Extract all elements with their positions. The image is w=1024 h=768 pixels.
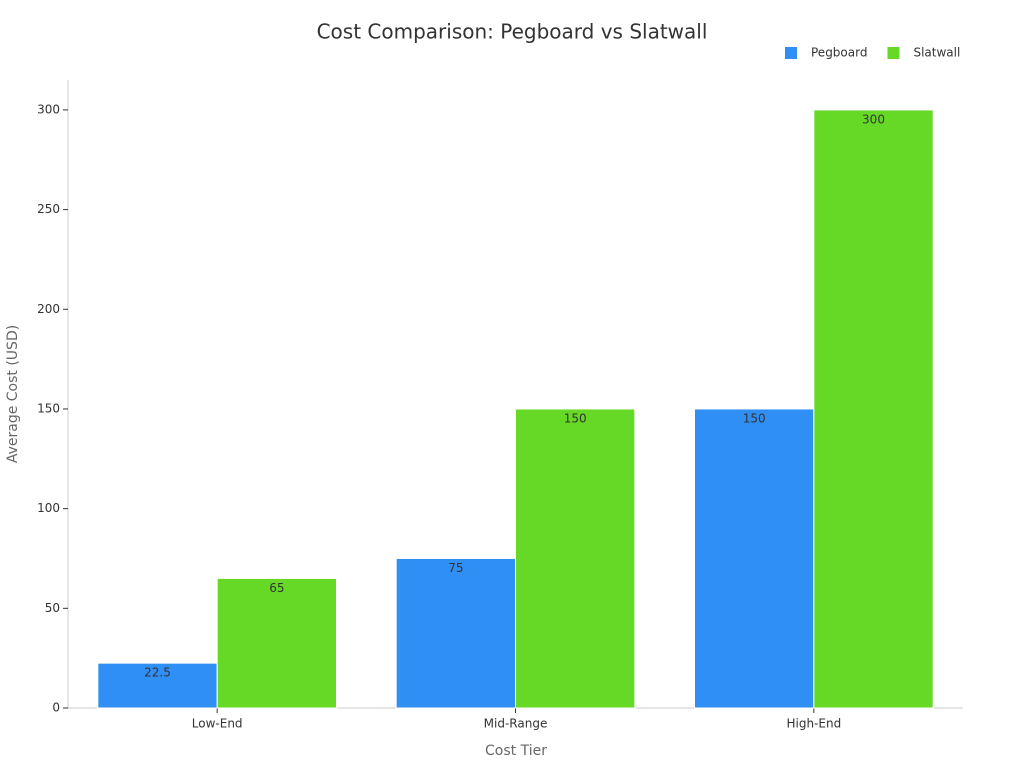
y-tick-label: 0: [52, 701, 60, 715]
y-tick-label: 200: [37, 302, 60, 316]
y-tick-label: 250: [37, 202, 60, 216]
y-tick-label: 50: [45, 601, 60, 615]
data-label: 150: [564, 411, 587, 425]
chart-title: Cost Comparison: Pegboard vs Slatwall: [317, 20, 708, 44]
y-tick-label: 150: [37, 401, 60, 415]
data-label: 300: [862, 112, 885, 126]
bar: [216, 577, 338, 709]
legend-swatch: [887, 47, 900, 59]
data-label: 150: [743, 411, 766, 425]
x-axis-label: Cost Tier: [485, 743, 547, 759]
y-axis-label: Average Cost (USD): [5, 325, 21, 463]
x-tick-label: Low-End: [192, 717, 243, 731]
data-label: 75: [448, 561, 463, 575]
bar: [694, 408, 815, 709]
bar: [813, 109, 934, 709]
x-tick-label: High-End: [786, 717, 841, 731]
bar: [395, 557, 516, 709]
bar: [515, 408, 636, 709]
data-label: 65: [269, 581, 284, 595]
legend-label: Pegboard: [811, 46, 867, 60]
y-tick-label: 300: [37, 102, 60, 116]
y-tick-label: 100: [37, 501, 60, 515]
legend-swatch: [785, 47, 797, 59]
x-tick-label: Mid-Range: [484, 717, 548, 731]
legend-label: Slatwall: [913, 46, 960, 60]
data-label: 22.5: [144, 666, 171, 680]
